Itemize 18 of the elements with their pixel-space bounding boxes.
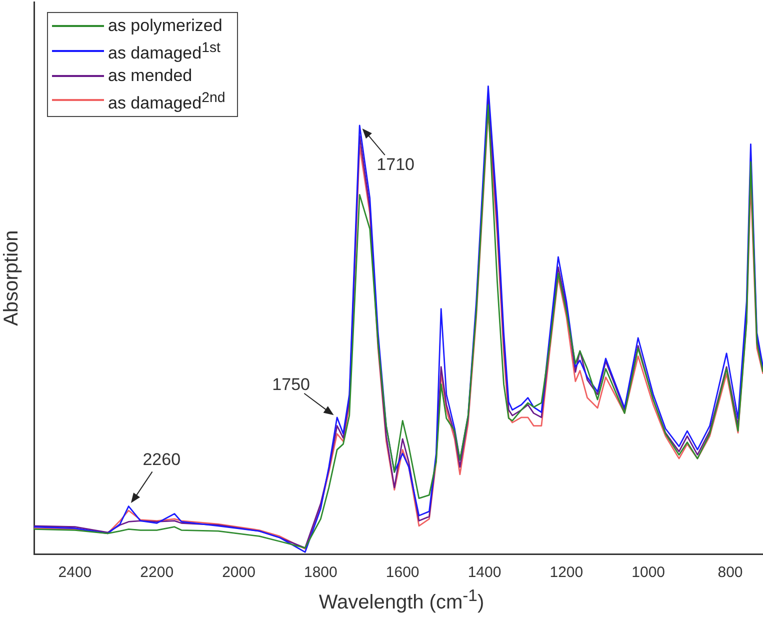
x-axis-title: Wavelength (cm$^{-1}$) <box>318 586 486 615</box>
x-tick-label: 1200 <box>550 564 584 582</box>
x-tick-label: 1800 <box>304 564 338 582</box>
x-tick-label: 2000 <box>222 564 256 582</box>
x-tick-label: 800 <box>718 564 743 582</box>
annotation: 2260 <box>142 450 181 469</box>
legend-label: as damaged$^{1st}$ <box>108 39 220 65</box>
x-tick-label: 2200 <box>140 564 174 582</box>
legend-label: as damaged$^{2nd}$ <box>108 88 226 114</box>
annotation: 1750 <box>272 375 310 394</box>
legend-label: as polymerized <box>108 15 222 37</box>
annotation: 1710 <box>376 155 415 174</box>
x-tick-label: 2400 <box>58 564 92 582</box>
x-tick-label: 1000 <box>632 564 666 582</box>
x-tick-label: 1600 <box>386 564 420 582</box>
x-tick-label: 1400 <box>468 564 502 582</box>
y-axis-title: Absorption <box>0 230 23 326</box>
legend-label: as mended <box>108 64 192 87</box>
